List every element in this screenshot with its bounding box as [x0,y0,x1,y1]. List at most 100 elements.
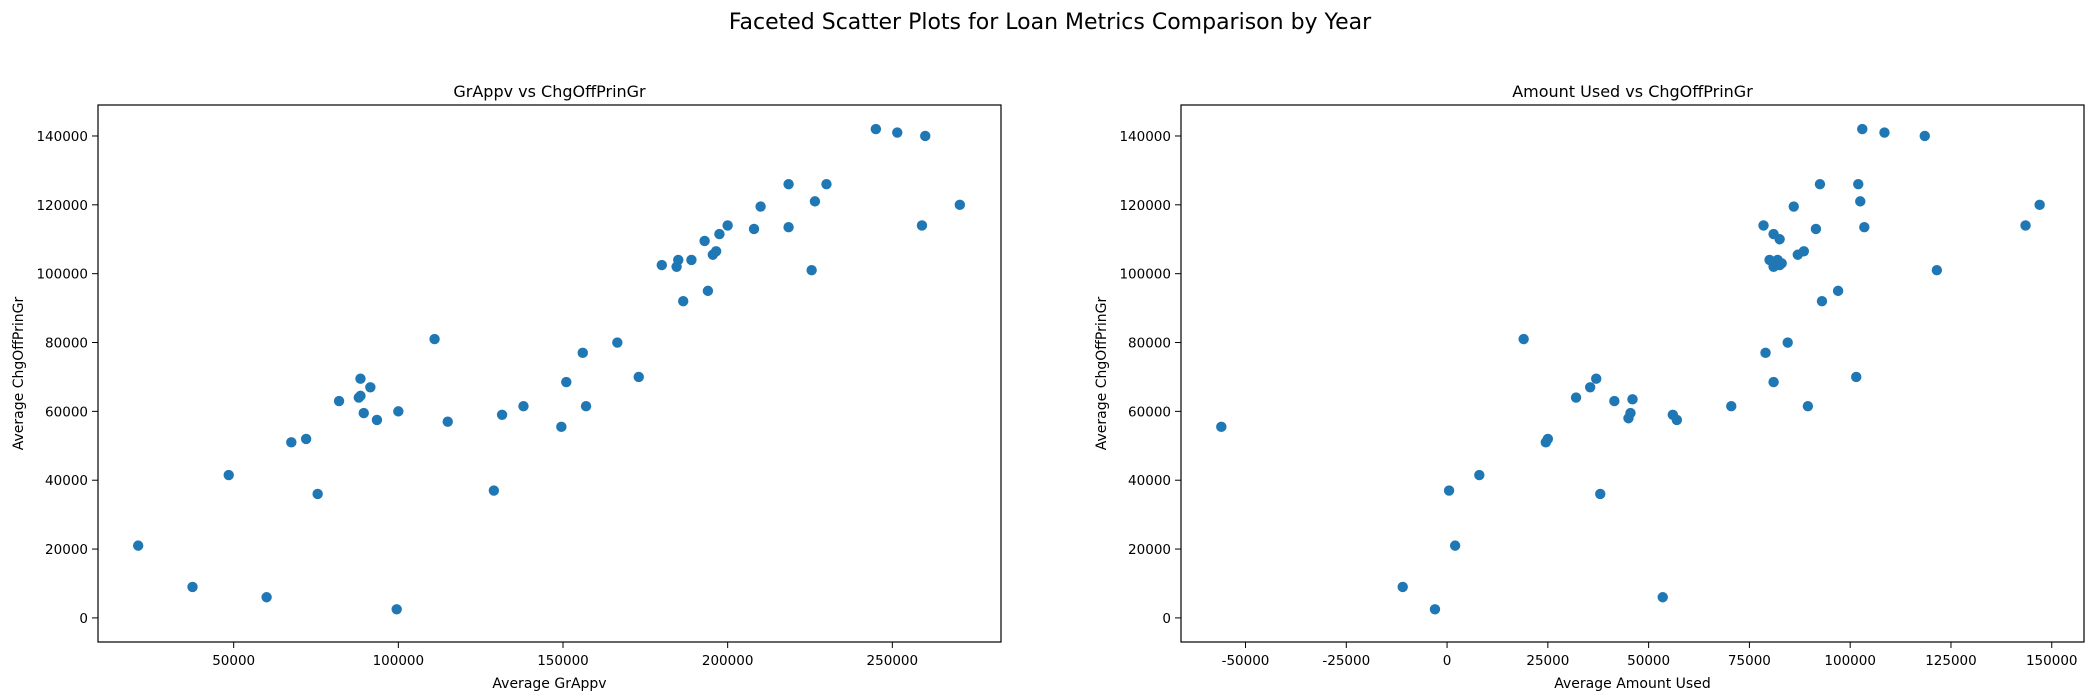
x-tick-label: 150000 [537,653,589,669]
y-tick-label: 40000 [1128,473,1171,489]
y-tick-label: 40000 [45,473,88,489]
scatter-point [488,485,500,496]
scatter-point [132,540,144,551]
x-tick-label: 75000 [1728,653,1771,669]
y-tick-label: 140000 [1119,129,1171,145]
scatter-point [442,416,453,427]
scatter-point [612,337,623,348]
axes-frame-grappv [97,104,1002,643]
y-tick-label: 120000 [36,198,88,214]
scatter-point [1774,234,1785,245]
scatter-point [358,407,369,419]
x-tick-label: 100000 [373,653,425,669]
y-tick-label: 80000 [1128,336,1171,352]
scatter-point [391,604,402,615]
scatter-point [1855,196,1866,207]
scatter-point [577,347,588,359]
scatter-point [1798,246,1810,257]
scatter-point [2034,199,2045,211]
scatter-point [1542,433,1554,445]
scatter-point [1429,604,1441,615]
scatter-panel-amount-used: Amount Used vs ChgOffPrinGr -50000 -25000 0… [1094,82,2085,692]
scatter-point [714,228,725,240]
scatter-point [187,581,198,593]
y-tick-label: 0 [79,611,88,627]
scatter-point [1802,401,1814,412]
y-tick-label: 0 [1162,611,1171,627]
y-tick-label: 20000 [1128,542,1171,558]
scatter-point [1595,488,1606,500]
x-tick-label: 150000 [2026,653,2078,669]
x-tick-label: 0 [1443,653,1452,669]
scatter-point [1879,127,1890,138]
scatter-point [561,376,572,388]
scatter-point [1859,222,1870,233]
scatter-point [1857,123,1868,135]
x-tick-label: 50000 [212,653,255,669]
scatter-point [673,254,684,266]
scatter-point [892,127,903,138]
scatter-point [1768,376,1779,388]
scatter-point [1919,130,1930,142]
y-tick-label: 60000 [1128,404,1171,420]
scatter-point [1627,394,1638,405]
scatter-point [806,265,817,276]
scatter-point [1776,258,1787,269]
scatter-point [1591,373,1602,384]
scatter-point [1397,581,1408,593]
scatter-point [710,246,722,257]
scatter-point [1851,371,1862,383]
scatter-point [783,178,794,190]
scatter-point [1449,540,1461,551]
x-tick-label: -25000 [1322,653,1370,669]
y-tick-label: 100000 [1119,267,1171,283]
scatter-point [429,333,440,345]
y-tick-label: 140000 [36,129,88,145]
scatter-point [1474,469,1485,481]
scatter-point [916,220,928,231]
scatter-point [783,222,794,233]
scatter-point [371,414,383,426]
axes-frame-amount-used [1180,104,2085,643]
scatter-point [333,395,345,407]
scatter-point [686,254,697,266]
scatter-point [261,592,272,603]
scatter-point [312,488,323,500]
scatter-point [1657,592,1668,603]
scatter-point [580,401,592,412]
scatter-point [699,235,710,247]
scatter-point [1782,337,1793,348]
scatter-point [1853,178,1864,190]
scatter-point [1758,220,1769,231]
scatter-point [656,259,667,271]
scatter-point [920,130,931,142]
scatter-point [496,409,508,421]
x-tick-label: 100000 [1824,653,1876,669]
scatter-point [1518,333,1529,345]
y-tick-label: 100000 [36,267,88,283]
x-tick-label: 25000 [1526,653,1569,669]
x-axis-label-amount-used: Average Amount Used [1554,676,1710,692]
scatter-point [954,199,966,211]
y-tick-label: 60000 [45,404,88,420]
scatter-point [1788,201,1799,212]
scatter-point [633,371,644,383]
scatter-point [1216,421,1227,433]
x-tick-label: 50000 [1627,653,1670,669]
scatter-point [722,220,733,231]
scatter-point [748,223,760,235]
y-axis-label-amount-used: Average ChgOffPrinGr [1094,297,1110,451]
scatter-point [393,406,404,417]
scatter-point [1760,347,1771,359]
scatter-point [870,123,882,135]
scatter-point [1609,395,1620,407]
scatter-point [1570,392,1582,403]
scatter-point [518,401,529,412]
scatter-point [1814,178,1826,190]
scatter-point [1625,407,1636,419]
x-tick-label: 125000 [1925,653,1977,669]
x-axis-label-grappv: Average GrAppv [492,676,606,692]
scatter-point [702,285,714,297]
scatter-point [223,469,234,481]
